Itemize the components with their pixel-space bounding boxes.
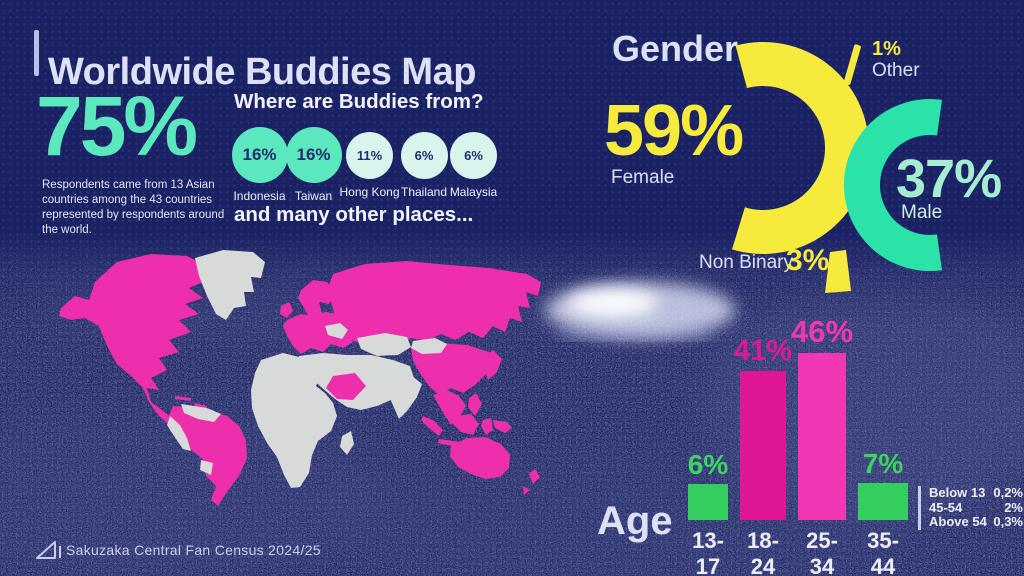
country-bubbles: 16% Indonesia 16% Taiwan 11% Hong Kong 6… — [231, 127, 498, 203]
asian-respondents-stat: 75% — [36, 79, 198, 173]
legend-label: Above 54 — [929, 514, 987, 529]
age-bar-25-34: 46% — [791, 314, 853, 520]
world-map — [55, 248, 555, 515]
bar-value-label: 41% — [733, 335, 793, 367]
bar — [740, 371, 786, 520]
legend-row: 45-54 2% — [929, 499, 1023, 516]
country-percentage: 16% — [231, 127, 288, 183]
page-title: Worldwide Buddies Map — [48, 51, 476, 94]
non-binary-label: Non Binary — [699, 252, 793, 273]
country-bubble-thailand: 6% Thailand — [399, 127, 449, 203]
age-bar-chart: 6% 41% 46% 7% — [688, 314, 920, 520]
bar — [688, 484, 728, 520]
female-arc — [732, 42, 869, 255]
country-percentage: 6% — [400, 132, 448, 179]
country-bubble-hong-kong: 11% Hong Kong — [339, 127, 400, 203]
male-percentage: 37% — [896, 149, 1002, 209]
country-label: Hong Kong — [339, 185, 400, 199]
map-highlighted-regions — [59, 254, 541, 506]
where-from-heading: Where are Buddies from? — [234, 90, 484, 113]
country-label: Indonesia — [233, 189, 286, 203]
age-category: 35-44 — [867, 528, 899, 576]
age-category: 25-34 — [806, 528, 838, 576]
legend-row: Above 54 0,3% — [929, 514, 1023, 530]
asian-respondents-description: Respondents came from 13 Asian countries… — [42, 178, 225, 236]
legend-label: 45-54 — [929, 499, 963, 515]
map-highlighted-saudi — [326, 373, 366, 400]
country-bubble-malaysia: 6% Malaysia — [449, 127, 498, 203]
age-bar-35-44: 7% — [858, 448, 908, 520]
age-bar-18-24: 41% — [734, 335, 792, 520]
bar-value-label: 7% — [862, 448, 904, 479]
age-axis-labels: 13-17 18-24 25-34 35-44 — [688, 528, 920, 576]
age-category: 18-24 — [747, 528, 779, 576]
male-arc — [843, 99, 942, 272]
stage-lights-core — [568, 289, 658, 317]
stage-screen — [560, 330, 710, 338]
census-logo-icon — [36, 541, 61, 559]
bar — [798, 353, 846, 520]
bar-value-label: 46% — [790, 314, 854, 349]
more-places-text: and many other places... — [234, 203, 474, 226]
country-percentage: 11% — [346, 132, 393, 179]
female-label: Female — [611, 167, 675, 188]
other-label: Other — [872, 60, 920, 81]
country-label: Taiwan — [294, 189, 333, 203]
non-binary-wedge — [825, 250, 851, 293]
female-percentage: 59% — [604, 91, 744, 171]
country-label: Malaysia — [449, 185, 498, 199]
country-bubble-taiwan: 16% Taiwan — [285, 127, 342, 203]
title-accent-bar — [34, 30, 39, 76]
legend-value: 0,3% — [993, 514, 1023, 529]
non-binary-percentage: 3% — [786, 244, 830, 277]
gender-donut-chart — [732, 42, 942, 293]
age-legend: Below 13 0,2% 45-54 2% Above 54 0,3% — [918, 485, 1023, 530]
country-percentage: 6% — [450, 132, 497, 179]
legend-label: Below 13 — [929, 485, 986, 500]
map-other-regions — [167, 250, 447, 488]
age-bar-13-17: 6% — [688, 449, 728, 520]
country-label: Thailand — [400, 185, 448, 199]
legend-value: 2% — [1004, 499, 1023, 515]
male-label: Male — [901, 202, 943, 223]
legend-value: 0,2% — [993, 485, 1023, 500]
other-tick — [843, 44, 861, 85]
footer-credit: Sakuzaka Central Fan Census 2024/25 — [66, 542, 321, 558]
legend-row: Below 13 0,2% — [929, 485, 1023, 501]
country-bubble-indonesia: 16% Indonesia — [231, 127, 288, 203]
country-percentage: 16% — [285, 127, 342, 183]
age-category: 13-17 — [692, 528, 724, 576]
bar-value-label: 6% — [687, 449, 729, 480]
gender-heading: Gender — [612, 28, 739, 69]
age-heading: Age — [597, 499, 673, 543]
bar — [858, 483, 908, 520]
other-percentage: 1% — [872, 38, 901, 60]
